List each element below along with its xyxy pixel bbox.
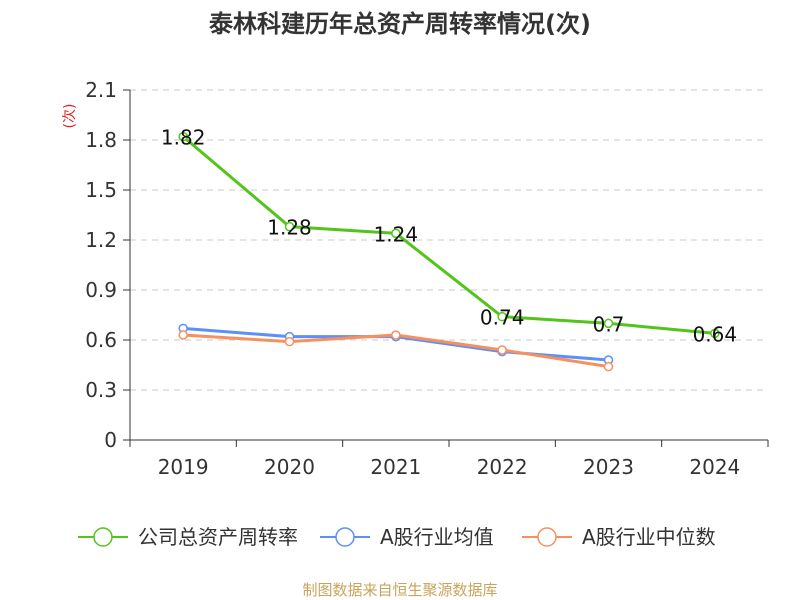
chart-title: 泰林科建历年总资产周转率情况(次) (209, 10, 591, 38)
axes: 0 0.3 0.6 0.9 1.2 1.5 1.8 2.1 2019 2020 2021 2022 20… (85, 78, 769, 479)
legend-marker-icon (335, 527, 355, 547)
x-tick-label: 2019 (158, 455, 209, 479)
data-label: 0.7 (593, 312, 625, 336)
y-tick-label: 0.9 (85, 278, 117, 302)
data-labels: 1.82 1.28 1.24 0.74 0.7 0.64 (161, 126, 737, 347)
y-tick-label: 0.6 (85, 328, 117, 352)
data-point (178, 330, 188, 340)
legend-marker-icon (93, 527, 113, 547)
data-label: 1.82 (161, 126, 206, 150)
data-point (603, 361, 614, 372)
legend-marker-icon (537, 527, 557, 547)
x-tick-label: 2021 (370, 455, 421, 479)
data-point (391, 228, 401, 239)
data-point (497, 345, 507, 355)
legend-label: A股行业中位数 (582, 525, 716, 549)
legend-label: 公司总资产周转率 (138, 525, 298, 549)
y-tick-label: 0 (104, 428, 117, 452)
y-axis-label: (次) (62, 104, 78, 129)
legend-item[interactable]: A股行业均值 (320, 525, 494, 549)
data-point (284, 336, 295, 347)
data-source-note: 制图数据来自恒生聚源数据库 (302, 581, 497, 599)
data-point (497, 311, 507, 322)
data-label: 1.24 (374, 222, 419, 246)
y-tick-label: 1.2 (85, 228, 117, 252)
y-tick-label: 1.5 (85, 178, 117, 202)
data-point (603, 318, 614, 329)
series-lines (178, 131, 720, 372)
grid-lines (130, 89, 768, 391)
x-tick-label: 2023 (583, 455, 634, 479)
y-tick-label: 2.1 (85, 78, 117, 102)
legend-item[interactable]: A股行业中位数 (522, 525, 716, 549)
x-tick-label: 2020 (264, 455, 315, 479)
legend-item[interactable]: 公司总资产周转率 (78, 525, 298, 549)
y-tick-label: 0.3 (85, 378, 117, 402)
data-point (178, 131, 188, 142)
data-label: 1.28 (267, 216, 312, 240)
data-point (391, 330, 401, 340)
data-label: 0.64 (693, 322, 738, 346)
series-line (181, 135, 717, 335)
legend: 公司总资产周转率 A股行业均值 A股行业中位数 (78, 525, 716, 549)
x-tick-label: 2024 (689, 455, 740, 479)
data-point (284, 221, 295, 232)
y-tick-label: 1.8 (85, 128, 117, 152)
x-tick-label: 2022 (477, 455, 528, 479)
data-point (710, 328, 720, 339)
data-label: 0.74 (480, 306, 525, 330)
legend-label: A股行业均值 (380, 525, 494, 549)
